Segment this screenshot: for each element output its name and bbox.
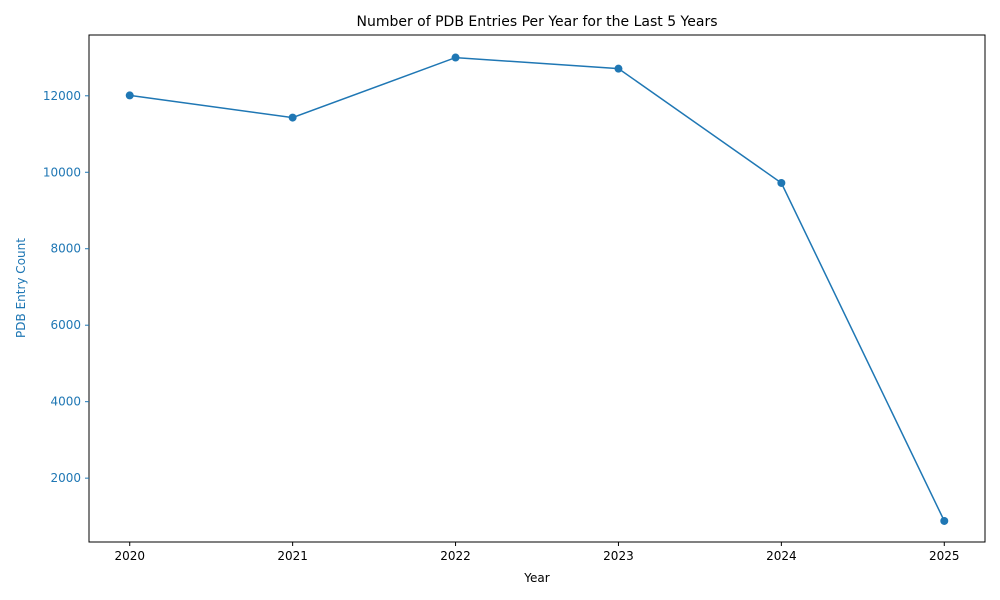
x-axis: 2020 2021 2022 2023 2024 2025 bbox=[114, 542, 960, 563]
y-tick-label: 4000 bbox=[50, 395, 81, 409]
plot-area-frame bbox=[88, 34, 986, 543]
x-tick-label: 2024 bbox=[766, 549, 797, 563]
x-tick-label: 2025 bbox=[929, 549, 960, 563]
data-point bbox=[125, 91, 134, 100]
data-point bbox=[451, 53, 460, 62]
data-point bbox=[614, 64, 623, 73]
x-tick-label: 2022 bbox=[440, 549, 471, 563]
series-layer bbox=[125, 53, 949, 525]
data-point bbox=[940, 516, 949, 525]
y-axis-title: PDB Entry Count bbox=[14, 238, 28, 338]
x-tick-label: 2021 bbox=[277, 549, 308, 563]
data-point bbox=[288, 113, 297, 122]
chart-title: Number of PDB Entries Per Year for the L… bbox=[356, 14, 717, 30]
y-tick-label: 12000 bbox=[43, 89, 81, 103]
x-tick-label: 2020 bbox=[114, 549, 145, 563]
y-tick-label: 2000 bbox=[50, 471, 81, 485]
data-point bbox=[777, 178, 786, 187]
y-tick-label: 8000 bbox=[50, 242, 81, 256]
y-tick-label: 6000 bbox=[50, 318, 81, 332]
x-axis-title: Year bbox=[523, 571, 549, 585]
series-line bbox=[129, 56, 945, 522]
x-tick-label: 2023 bbox=[603, 549, 634, 563]
y-tick-label: 10000 bbox=[43, 165, 81, 179]
y-axis: 2000 4000 6000 8000 10000 12000 bbox=[43, 89, 89, 485]
